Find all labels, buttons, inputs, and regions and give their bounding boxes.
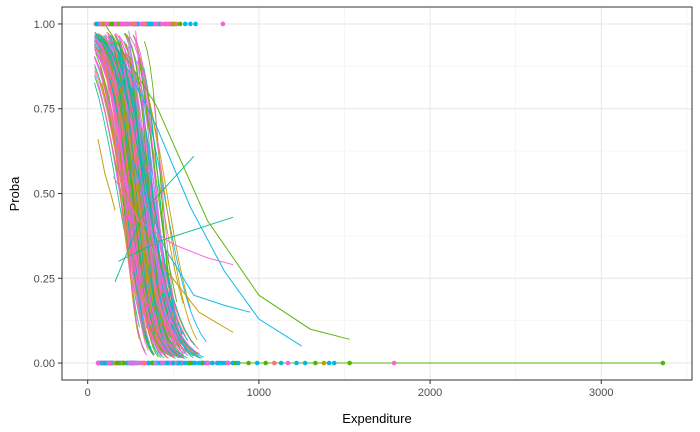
probability-curve — [99, 47, 146, 332]
x-tick-label: 0 — [85, 387, 91, 399]
observation-point — [165, 360, 170, 366]
observation-point — [149, 21, 154, 27]
probability-curve — [112, 176, 234, 266]
probability-curve — [115, 90, 140, 340]
observation-point — [121, 360, 127, 366]
probability-curve — [102, 51, 131, 279]
probability-curve — [118, 40, 171, 303]
observation-point — [142, 21, 148, 27]
observation-point — [146, 360, 152, 366]
observation-point — [177, 21, 183, 27]
probability-curve — [128, 30, 162, 292]
probability-curve — [122, 91, 161, 329]
observation-point — [294, 360, 299, 366]
observation-point — [130, 21, 136, 27]
probability-curve — [104, 23, 350, 340]
observation-point — [125, 21, 130, 27]
observation-point — [321, 360, 327, 366]
observation-point — [188, 21, 193, 27]
probability-curve — [136, 60, 191, 309]
observation-point — [102, 360, 107, 366]
observation-point — [139, 21, 144, 27]
probability-curve — [152, 95, 182, 339]
y-axis-ticks: 0.00 0.25 0.50 0.75 1.00 — [34, 19, 62, 370]
probability-curve — [97, 139, 116, 211]
observation-point — [141, 360, 147, 366]
observation-point — [160, 360, 165, 366]
observation-point — [347, 360, 352, 366]
observation-point — [113, 21, 118, 27]
observation-point — [285, 360, 291, 366]
probability-curve — [121, 186, 234, 333]
observation-point — [107, 360, 112, 366]
observation-point — [302, 360, 308, 366]
observation-point — [104, 21, 110, 27]
x-axis-title: Expenditure — [342, 411, 411, 426]
observation-point — [163, 21, 168, 27]
observation-point — [101, 21, 106, 27]
probability-curves — [94, 23, 350, 359]
observation-point — [254, 360, 260, 366]
observation-point — [192, 360, 198, 366]
observation-point — [184, 360, 189, 366]
observation-point — [263, 360, 269, 366]
observation-point — [215, 360, 221, 366]
observation-point — [660, 360, 666, 366]
probability-curve — [126, 53, 184, 304]
x-tick-label: 1000 — [247, 387, 271, 399]
x-tick-label: 3000 — [589, 387, 613, 399]
observation-point — [176, 360, 181, 366]
observation-point — [331, 360, 337, 366]
observation-point — [326, 360, 332, 366]
observation-point — [196, 360, 202, 366]
observation-point — [109, 21, 115, 27]
y-tick-label: 0.25 — [34, 273, 55, 285]
observation-point — [220, 21, 226, 27]
probability-curve — [135, 30, 162, 296]
observation-point — [271, 360, 277, 366]
observation-point — [133, 360, 139, 366]
y-axis-title: Proba — [7, 176, 22, 211]
y-tick-label: 0.00 — [34, 358, 55, 370]
probability-curve — [102, 38, 153, 325]
observation-point — [225, 360, 231, 366]
observation-point — [210, 360, 215, 366]
observation-point — [170, 21, 176, 27]
observation-point — [96, 360, 101, 366]
observation-point — [193, 21, 198, 27]
observation-point — [153, 360, 158, 366]
observation-point — [236, 360, 241, 366]
probability-curve — [134, 42, 172, 325]
probability-curve — [110, 34, 156, 335]
observation-point — [170, 360, 176, 366]
observation-point — [130, 360, 135, 366]
probability-curve — [124, 32, 176, 357]
y-tick-label: 0.50 — [34, 189, 55, 201]
observation-point — [114, 360, 120, 366]
probability-curve — [118, 216, 234, 262]
probability-curve — [121, 57, 302, 347]
observation-point — [182, 21, 188, 27]
observation-point — [174, 21, 179, 27]
observation-point — [278, 360, 284, 366]
observation-point — [313, 360, 318, 366]
observation-point — [159, 21, 164, 27]
probability-curve — [123, 64, 174, 320]
probability-curve — [138, 57, 178, 303]
x-axis-ticks: 0 1000 2000 3000 — [85, 380, 614, 399]
y-tick-label: 1.00 — [34, 19, 55, 31]
observation-points — [93, 21, 666, 366]
y-tick-label: 0.75 — [34, 104, 55, 116]
observation-point — [188, 360, 193, 366]
observation-point — [205, 360, 210, 366]
x-tick-label: 2000 — [418, 387, 442, 399]
observation-point — [94, 21, 100, 27]
observation-point — [121, 21, 127, 27]
observation-point — [246, 360, 251, 366]
observation-point — [391, 360, 397, 366]
